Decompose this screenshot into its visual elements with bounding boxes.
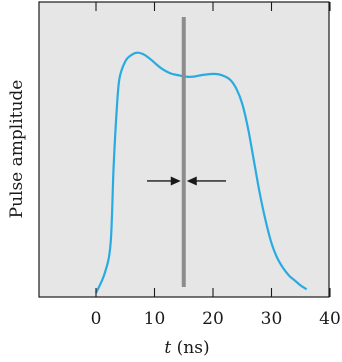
left-arrow bbox=[147, 176, 181, 186]
x-axis-unit: (ns) bbox=[171, 338, 209, 358]
x-axis-label: t (ns) bbox=[164, 338, 209, 358]
x-tick-label-20: 20 bbox=[202, 309, 224, 329]
right-arrow bbox=[186, 176, 226, 186]
x-tick-label-0: 0 bbox=[91, 309, 102, 329]
arrows-group bbox=[147, 176, 226, 186]
pulse-series-line bbox=[94, 51, 308, 294]
x-tick-label-30: 30 bbox=[261, 309, 283, 329]
plot-frame bbox=[38, 1, 330, 298]
x-axis-variable: t bbox=[164, 338, 171, 358]
x-tick-label-40: 40 bbox=[319, 309, 341, 329]
y-axis-label: Pulse amplitude bbox=[7, 80, 27, 219]
x-tick-label-10: 10 bbox=[144, 309, 166, 329]
x-ticks: 0 10 20 30 40 bbox=[91, 2, 341, 329]
